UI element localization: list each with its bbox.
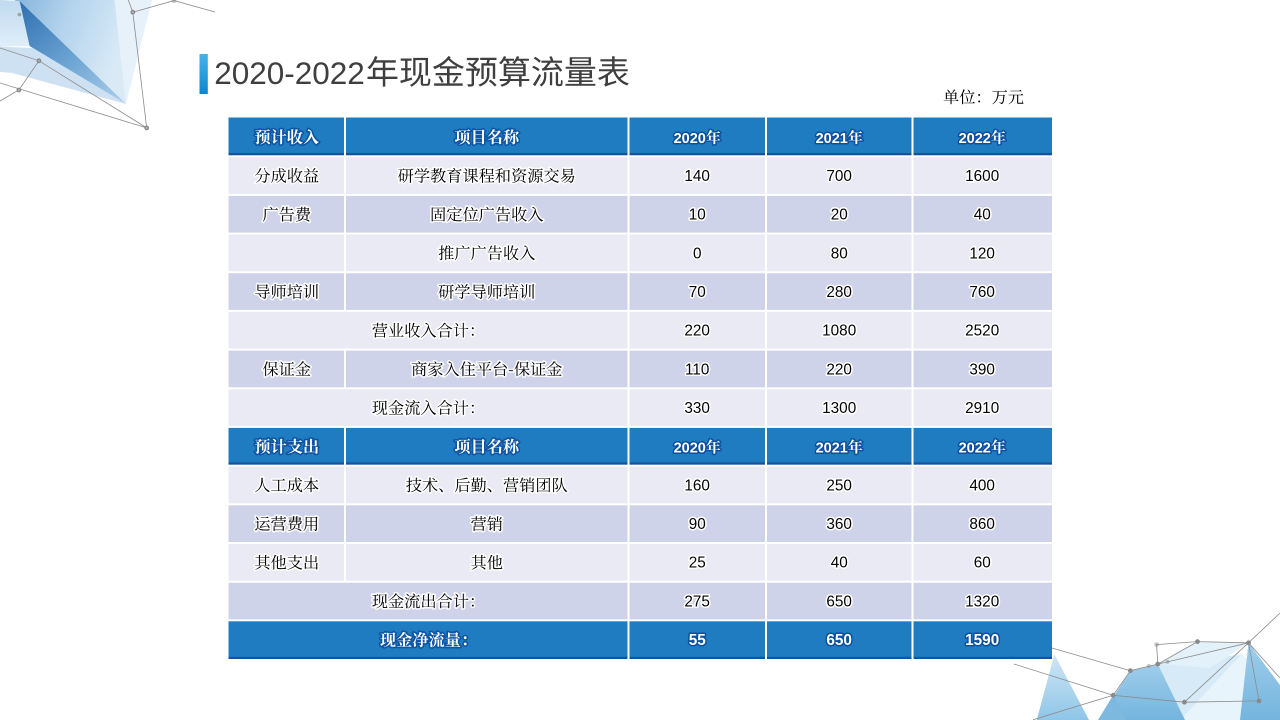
svg-text:40: 40	[974, 207, 991, 224]
svg-text:2022: 2022	[959, 131, 991, 147]
svg-text:0: 0	[693, 245, 702, 262]
svg-text:280: 280	[826, 284, 852, 301]
svg-text:220: 220	[826, 361, 852, 378]
svg-text:1600: 1600	[965, 168, 999, 185]
svg-text:360: 360	[826, 516, 852, 533]
svg-text:140: 140	[684, 168, 710, 185]
svg-text:10: 10	[689, 207, 706, 224]
svg-text:60: 60	[974, 555, 991, 572]
svg-text:2520: 2520	[965, 323, 999, 340]
svg-text:275: 275	[684, 593, 710, 610]
svg-text:110: 110	[685, 361, 709, 378]
svg-text:25: 25	[689, 555, 706, 572]
svg-text:1080: 1080	[822, 323, 856, 340]
svg-text:400: 400	[969, 477, 995, 494]
svg-text:2910: 2910	[965, 400, 999, 417]
svg-text:330: 330	[684, 400, 710, 417]
svg-text:860: 860	[969, 516, 995, 533]
svg-text:160: 160	[684, 477, 710, 494]
svg-text:40: 40	[831, 555, 848, 572]
svg-text:250: 250	[826, 477, 852, 494]
svg-text:2021: 2021	[816, 440, 848, 456]
svg-text:90: 90	[689, 516, 706, 533]
svg-text:2020: 2020	[674, 440, 706, 456]
svg-text:1590: 1590	[965, 632, 999, 649]
svg-text:80: 80	[831, 245, 848, 262]
svg-text:55: 55	[689, 632, 707, 649]
svg-text:760: 760	[969, 284, 995, 301]
svg-text:120: 120	[969, 245, 995, 262]
svg-text:700: 700	[826, 168, 852, 185]
svg-text:2020-2022: 2020-2022	[214, 55, 365, 91]
svg-text:2021: 2021	[816, 131, 848, 147]
svg-text:70: 70	[689, 284, 706, 301]
svg-text:20: 20	[831, 207, 848, 224]
svg-text:2022: 2022	[959, 440, 991, 456]
svg-text:1300: 1300	[822, 400, 856, 417]
svg-text:220: 220	[684, 323, 710, 340]
svg-text:1320: 1320	[965, 593, 999, 610]
svg-text:650: 650	[826, 632, 852, 649]
svg-text:2020: 2020	[674, 131, 706, 147]
svg-text:390: 390	[969, 361, 995, 378]
svg-text:650: 650	[826, 593, 852, 610]
